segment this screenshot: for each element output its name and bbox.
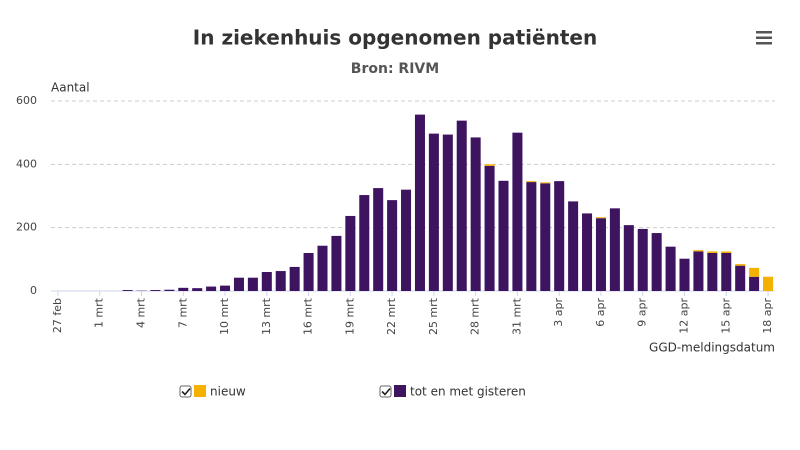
bar [303,253,314,291]
bar [122,290,133,291]
bar [373,188,384,291]
bar [526,181,537,183]
chart-title: In ziekenhuis opgenomen patiënten [193,26,597,50]
x-tick-label: 18 apr [761,298,774,334]
bar [331,235,342,291]
bar [387,200,398,291]
bar [192,288,203,291]
bar [401,189,412,291]
bar [220,285,231,291]
menu-button[interactable] [756,31,772,45]
bar [289,266,300,291]
bar [735,264,746,266]
bar [233,277,244,291]
bar [609,208,620,291]
bar [470,137,481,291]
x-tick-label: 31 mrt [510,297,523,335]
bar [345,215,356,291]
bar [693,251,704,291]
legend-swatch [194,385,206,397]
x-tick-label: 13 mrt [260,297,273,335]
x-tick-label: 27 feb [51,298,64,333]
x-tick-label: 16 mrt [302,297,315,335]
bar [595,218,606,291]
x-tick-label: 1 mrt [93,297,106,328]
x-tick-label: 12 apr [678,298,691,334]
bar [414,114,425,291]
x-tick-label: 9 apr [636,298,649,327]
bar [582,213,593,291]
bar [637,228,648,291]
bar [735,265,746,291]
bar [651,233,662,291]
legend-check [381,387,391,396]
legend-label[interactable]: nieuw [210,385,246,399]
bar [526,182,537,291]
bar [665,246,676,291]
y-tick-label: 400 [16,157,37,170]
bar [623,225,634,291]
y-axis-title: Aantal [51,81,90,95]
bar [498,180,509,291]
y-tick-label: 200 [16,221,37,234]
x-tick-label: 22 mrt [385,297,398,335]
bar [707,251,718,253]
bar [442,134,453,291]
legend-swatch [394,385,406,397]
bar [512,132,523,291]
bar [275,271,286,291]
bar [707,253,718,291]
x-tick-label: 15 apr [719,298,732,334]
bar [763,276,774,291]
x-tick-label: 7 mrt [176,297,189,328]
bar [164,289,175,291]
bar [178,287,189,291]
bar [247,277,258,291]
bar [679,258,690,291]
x-tick-label: 6 apr [594,298,607,327]
x-tick-label: 4 mrt [135,297,148,328]
bar [484,165,495,291]
x-tick-label: 3 apr [552,298,565,327]
bar [721,253,732,291]
bar [540,183,551,291]
x-tick-label: 10 mrt [218,297,231,335]
y-tick-label: 0 [30,284,37,297]
legend-checkbox[interactable] [379,385,392,398]
chart-subtitle: Bron: RIVM [351,61,439,77]
bar [261,272,272,291]
bar [456,120,467,291]
legend-check [181,387,191,396]
bar [693,250,704,252]
legend-label[interactable]: tot en met gisteren [410,385,526,399]
bar [359,195,370,291]
bar [721,251,732,253]
bar [595,217,606,219]
bar [540,182,551,184]
bar [428,133,439,291]
x-tick-label: 28 mrt [469,297,482,335]
bar [554,181,565,291]
x-tick-label: 19 mrt [343,297,356,335]
legend-checkbox[interactable] [179,385,192,398]
bar [150,290,161,291]
bar [206,286,217,291]
y-tick-label: 600 [16,94,37,107]
bar [484,164,495,166]
bar [568,201,579,291]
bar [749,267,760,277]
bar [317,245,328,291]
bar [749,276,760,291]
x-axis-title: GGD-meldingsdatum [649,341,775,355]
x-tick-label: 25 mrt [427,297,440,335]
